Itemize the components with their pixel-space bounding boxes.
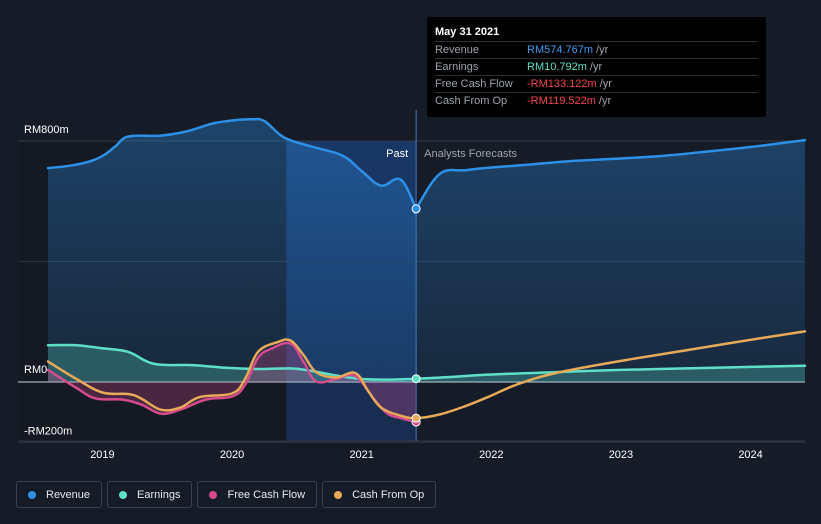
legend-dot-icon bbox=[334, 490, 343, 499]
line-revenue bbox=[46, 117, 807, 215]
tooltip-row-free-cash-flow: Free Cash Flow -RM133.122m /yr bbox=[435, 76, 758, 93]
tooltip-label: Earnings bbox=[435, 61, 479, 73]
tooltip-unit: /yr bbox=[599, 78, 612, 90]
legend-label: Free Cash Flow bbox=[227, 488, 306, 501]
legend-item-revenue[interactable]: Revenue bbox=[16, 481, 103, 508]
x-tick-label: 2021 bbox=[349, 449, 373, 461]
legend-label: Revenue bbox=[46, 488, 91, 501]
tooltip-label: Revenue bbox=[435, 44, 480, 56]
area-free-cash-flow bbox=[48, 342, 417, 423]
x-tick-label: 2020 bbox=[220, 449, 244, 461]
tooltip-row-earnings: Earnings RM10.792m /yr bbox=[435, 59, 758, 76]
tooltip-value: -RM119.522m bbox=[527, 95, 596, 107]
forecast-label: Analysts Forecasts bbox=[424, 148, 517, 160]
marker-revenue bbox=[411, 204, 421, 214]
tooltip-unit: /yr bbox=[596, 44, 609, 56]
legend-item-free-cash-flow[interactable]: Free Cash Flow bbox=[197, 481, 318, 508]
legend-dot-icon bbox=[119, 490, 128, 499]
legend-dot-icon bbox=[209, 490, 218, 499]
x-tick-label: 2019 bbox=[90, 449, 114, 461]
area-earnings bbox=[48, 344, 805, 382]
tooltip-label: Cash From Op bbox=[435, 95, 508, 107]
x-tick-label: 2022 bbox=[479, 449, 503, 461]
y-tick-label: -RM200m bbox=[24, 425, 72, 437]
y-tick-label: RM0 bbox=[24, 364, 47, 376]
tooltip-value: RM10.792m bbox=[527, 61, 587, 73]
tooltip-unit: /yr bbox=[598, 95, 612, 107]
line-cash-from-op bbox=[46, 330, 807, 420]
legend-dot-icon bbox=[28, 490, 36, 499]
legend-label: Earnings bbox=[137, 488, 181, 501]
tooltip-row-cash-from-op: Cash From Op -RM119.522m /yr bbox=[435, 93, 758, 110]
tooltip-unit: /yr bbox=[589, 61, 603, 73]
tooltip-label: Free Cash Flow bbox=[435, 78, 513, 90]
legend-label: Cash From Op bbox=[352, 488, 425, 501]
marker-earnings bbox=[411, 374, 421, 384]
past-label: Past bbox=[386, 148, 408, 160]
legend-item-earnings[interactable]: Earnings bbox=[107, 481, 193, 508]
tooltip: May 31 2021 Revenue RM574.767m /yr Earni… bbox=[427, 17, 766, 117]
tooltip-value: RM574.767m bbox=[527, 44, 594, 56]
tooltip-date: May 31 2021 bbox=[435, 25, 758, 42]
legend-item-cash-from-op[interactable]: Cash From Op bbox=[322, 481, 437, 508]
x-tick-label: 2024 bbox=[738, 449, 762, 461]
legend: Revenue Earnings Free Cash Flow Cash Fro… bbox=[16, 481, 437, 508]
marker-cash-from-op bbox=[411, 413, 421, 423]
tooltip-row-revenue: Revenue RM574.767m /yr bbox=[435, 42, 758, 59]
y-tick-label: RM800m bbox=[24, 124, 69, 136]
tooltip-value: -RM133.122m bbox=[527, 78, 597, 90]
area-revenue bbox=[48, 119, 805, 383]
x-tick-label: 2023 bbox=[609, 449, 633, 461]
